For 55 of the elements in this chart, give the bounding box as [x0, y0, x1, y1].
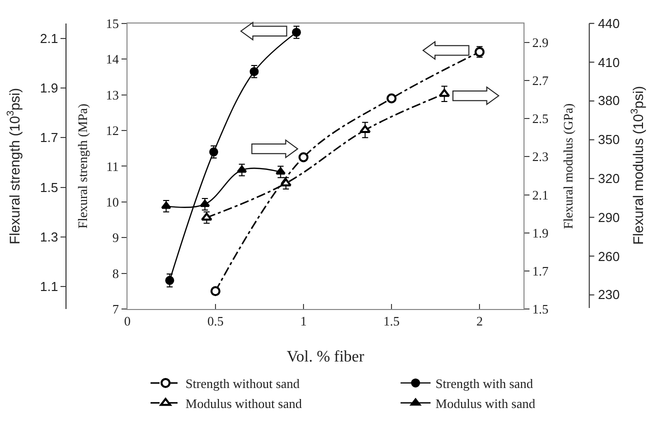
text: 290 [598, 210, 620, 225]
point [276, 167, 286, 175]
y-tick-label: 8 [112, 266, 119, 281]
text: 320 [598, 171, 620, 186]
y3-tick-label: 1.3 [40, 230, 58, 245]
y-tick-label: 15 [106, 16, 119, 31]
y-tick-label: 14 [106, 52, 120, 67]
x-tick-label: 0 [124, 314, 131, 329]
y2-tick-label: 2.7 [532, 73, 549, 88]
y2-tick-label: 2.9 [532, 34, 548, 50]
y-axis-title: Flexural strength (MPa) [74, 104, 90, 229]
y2-tick-label: 2.1 [532, 187, 548, 202]
x-axis-title: Vol. % fiber [286, 348, 365, 366]
y3-tick-label: 1.5 [40, 180, 58, 195]
x-tick-label: 0.5 [207, 314, 224, 329]
legend-label: Modulus without sand [186, 396, 302, 411]
y-tick-label: 12 [106, 123, 119, 138]
legend-label: Modulus with sand [436, 396, 536, 411]
y3-tick-label: 1.7 [40, 130, 58, 146]
text: 440 [598, 16, 620, 31]
y3-tick-label: 1.9 [40, 80, 58, 96]
point [360, 125, 371, 134]
y2-tick-label: 1.7 [532, 263, 549, 278]
text: 380 [598, 93, 620, 108]
legend-label: Strength without sand [186, 376, 300, 392]
point [210, 286, 220, 296]
text: 260 [598, 249, 620, 264]
y2-tick-label: 1.9 [532, 225, 548, 240]
point [201, 212, 212, 221]
y2-tick-label: 1.5 [532, 302, 548, 317]
y2-axis-title: Flexural modulus (GPa) [560, 103, 576, 230]
y-tick-label: 10 [106, 194, 119, 210]
point [298, 152, 308, 162]
x-tick-label: 1 [300, 314, 307, 329]
y-tick-label: 11 [106, 158, 119, 174]
y2-tick-label: 2.5 [532, 111, 548, 126]
y3-tick-label: 1.1 [40, 279, 58, 294]
x-tick-label: 1.5 [383, 314, 400, 329]
text: 230 [598, 287, 620, 302]
point [161, 202, 172, 209]
text: 350 [598, 132, 620, 147]
text: 410 [598, 55, 620, 70]
y2-tick-label: 2.3 [532, 149, 548, 164]
point [438, 88, 450, 97]
point [280, 178, 292, 186]
legend-label: Strength with sand [436, 376, 534, 392]
point [236, 166, 247, 173]
point [200, 200, 210, 208]
y-tick-label: 7 [112, 302, 120, 317]
point [165, 276, 174, 285]
x-tick-label: 2 [476, 314, 483, 329]
y3-tick-label: 2.1 [40, 30, 58, 46]
y-tick-label: 9 [112, 230, 119, 246]
y-tick-label: 13 [106, 87, 119, 102]
point [386, 93, 397, 104]
